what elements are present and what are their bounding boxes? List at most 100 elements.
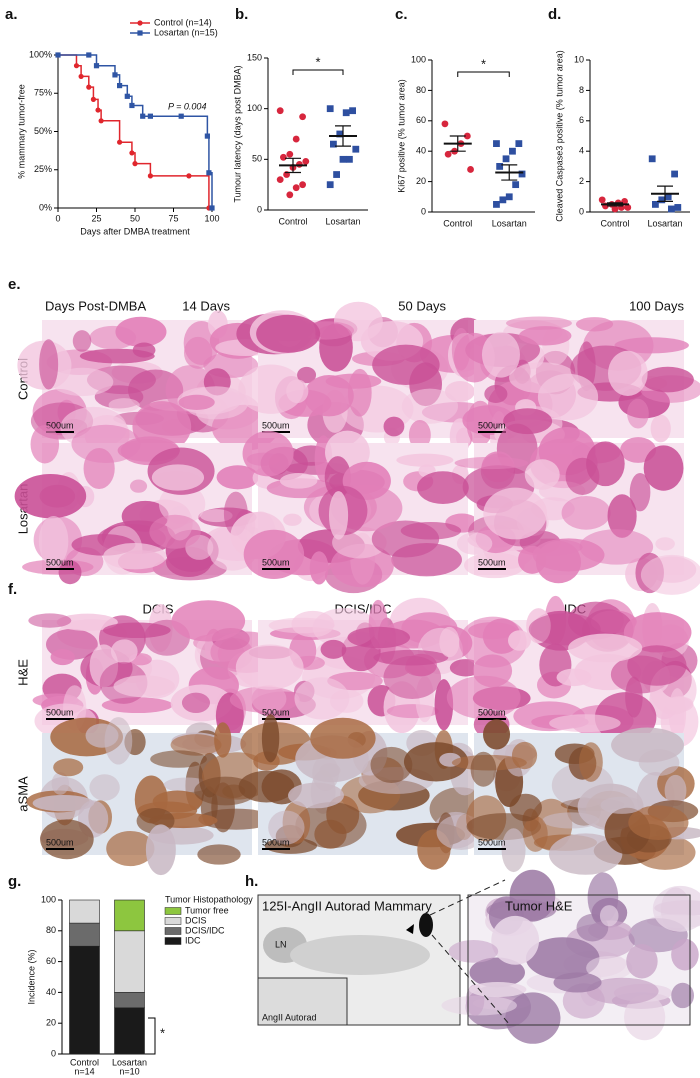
- marker: [137, 30, 143, 36]
- tissue: [229, 686, 300, 713]
- tissue: [439, 626, 460, 658]
- image-label: AngII Autorad: [262, 1012, 317, 1022]
- y-tick-label: 0: [51, 1048, 56, 1058]
- tissue: [310, 717, 376, 759]
- tissue: [561, 495, 611, 530]
- marker: [117, 139, 123, 145]
- tissue: [130, 479, 148, 493]
- tissue: [469, 982, 527, 998]
- tissue: [576, 913, 609, 942]
- marker: [512, 181, 520, 189]
- tissue: [575, 317, 614, 332]
- tissue: [505, 992, 561, 1044]
- y-tick-label: 100%: [29, 49, 52, 59]
- tissue: [309, 551, 329, 585]
- marker: [86, 52, 92, 58]
- x-tick-label: Losartan: [492, 218, 527, 228]
- tissue: [524, 459, 560, 490]
- tissue: [38, 515, 69, 567]
- marker: [598, 196, 606, 204]
- x-tick-label: Control: [278, 216, 307, 226]
- tissue: [627, 645, 687, 686]
- tissue: [372, 344, 440, 386]
- tissue: [507, 630, 531, 651]
- marker: [112, 72, 118, 78]
- marker: [286, 150, 294, 158]
- tissue: [106, 830, 155, 867]
- tissue: [600, 796, 644, 814]
- tissue: [629, 472, 651, 512]
- tissue: [403, 742, 469, 782]
- tissue: [396, 453, 454, 467]
- tissue: [607, 494, 637, 538]
- x-tick-label: 0: [55, 213, 60, 223]
- tissue: [448, 940, 499, 963]
- marker: [129, 102, 135, 109]
- bar-segment: [69, 945, 100, 1055]
- tissue: [556, 668, 592, 687]
- marker: [499, 196, 507, 204]
- x-tick-note: n=14: [74, 1066, 94, 1076]
- legend-swatch: [164, 937, 182, 945]
- panel-letter: e.: [8, 276, 21, 293]
- tissue: [39, 339, 59, 390]
- legend-label: IDC: [185, 935, 201, 945]
- x-tick-note: n=10: [119, 1066, 139, 1076]
- bar-segment: [114, 1007, 145, 1055]
- tissue: [586, 977, 659, 1005]
- tissue: [655, 537, 675, 551]
- y-axis-label: % mammary tumor-free: [16, 84, 26, 179]
- tissue: [579, 742, 603, 782]
- tissue: [14, 473, 87, 519]
- marker: [518, 170, 526, 178]
- marker: [147, 173, 153, 179]
- marker: [86, 84, 92, 90]
- marker: [299, 181, 306, 189]
- y-tick-label: 0: [579, 206, 584, 216]
- tissue: [108, 398, 140, 412]
- scale-label: 500um: [46, 420, 74, 430]
- tissue: [579, 529, 654, 565]
- tissue: [347, 626, 411, 649]
- image-border: [467, 894, 691, 1026]
- y-tick-label: 80: [46, 925, 56, 935]
- tissue: [464, 552, 525, 579]
- tissue: [446, 675, 521, 719]
- column-header: 14 Days: [182, 298, 230, 313]
- marker: [299, 113, 306, 121]
- tissue: [553, 972, 602, 993]
- tissue: [149, 514, 201, 549]
- marker: [671, 170, 678, 178]
- tissue: [400, 521, 462, 540]
- panel-letter: b.: [235, 6, 248, 23]
- marker: [302, 157, 310, 165]
- tissue: [483, 719, 511, 750]
- marker: [496, 163, 504, 170]
- y-tick-label: 60: [46, 956, 56, 966]
- marker: [658, 196, 666, 204]
- scale-label: 500um: [46, 837, 74, 847]
- tissue: [71, 424, 141, 464]
- y-axis-label: Incidence (%): [26, 949, 36, 1004]
- error-bar: [501, 164, 518, 181]
- error-bar: [335, 125, 351, 147]
- marker: [333, 171, 340, 178]
- tissue: [549, 714, 621, 733]
- y-axis-label: Cleaved Caspase3 positive (% tumor area): [554, 50, 564, 222]
- marker: [493, 201, 500, 208]
- scale-label: 500um: [46, 707, 74, 717]
- legend-label: Control (n=14): [154, 17, 212, 27]
- y-tick-label: 20: [416, 176, 426, 186]
- zoom-line: [429, 879, 506, 916]
- x-tick-label: Control: [600, 218, 629, 228]
- marker: [330, 140, 337, 148]
- tissue: [470, 751, 497, 787]
- bar-segment: [114, 992, 145, 1009]
- annotation: P = 0.004: [168, 101, 206, 111]
- marker: [204, 133, 210, 139]
- tissue: [626, 944, 658, 979]
- marker: [652, 201, 659, 208]
- marker: [336, 130, 344, 138]
- tissue: [623, 612, 692, 653]
